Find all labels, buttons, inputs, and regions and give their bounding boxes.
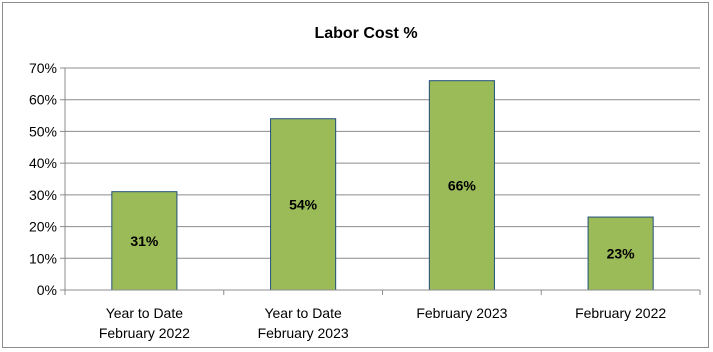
x-tick-label: Year to Date: [264, 305, 342, 321]
x-tick-label: February 2022: [99, 325, 190, 341]
bar: [587, 216, 654, 291]
y-tick-label: 70%: [29, 60, 57, 76]
y-tick-label: 50%: [29, 123, 57, 139]
y-axis: 0% 10% 20% 30% 40% 50% 60% 70%: [29, 60, 66, 298]
data-label: 23%: [607, 246, 636, 262]
bar: [428, 80, 495, 291]
y-tick-label: 0%: [37, 282, 57, 298]
x-tick-label: February 2023: [258, 325, 349, 341]
y-tick-label: 20%: [29, 219, 57, 235]
x-tick-label: Year to Date: [106, 305, 184, 321]
x-tick-label: February 2022: [575, 305, 666, 321]
y-tick-label: 30%: [29, 187, 57, 203]
data-label: 31%: [130, 233, 159, 249]
data-labels: 31% 54% 66% 23%: [130, 177, 635, 261]
y-tick-label: 10%: [29, 250, 57, 266]
y-tick-label: 60%: [29, 92, 57, 108]
y-tick-label: 40%: [29, 155, 57, 171]
data-label: 54%: [289, 196, 318, 212]
data-label: 66%: [448, 177, 477, 193]
x-axis: Year to Date February 2022 Year to Date Feb…: [64, 289, 701, 341]
x-tick-label: February 2023: [416, 305, 507, 321]
bars: [111, 80, 654, 291]
chart-title: Labor Cost %: [314, 25, 417, 42]
